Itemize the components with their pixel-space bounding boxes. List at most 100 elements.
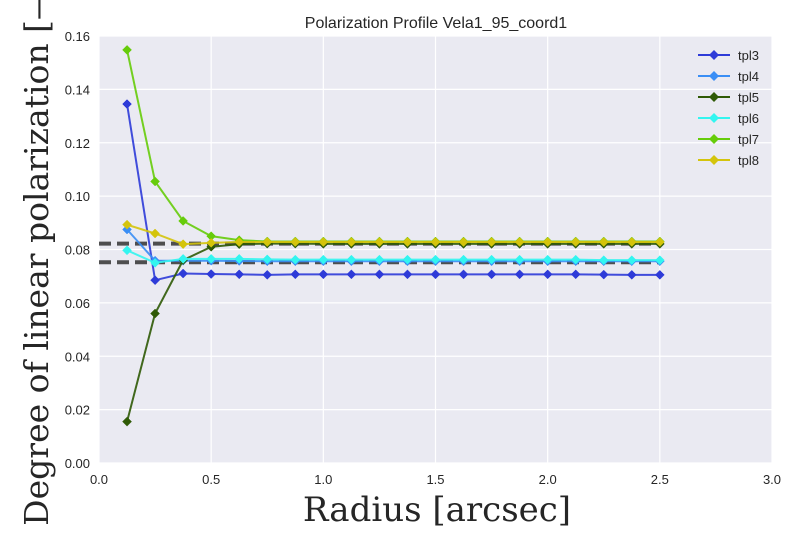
legend-marker-tpl6 [709,113,719,123]
data-point-tpl3 [374,269,385,280]
data-point-tpl3 [150,275,160,286]
data-point-tpl6 [626,255,637,266]
y-axis-label: Degree of linear polarization [—] [17,0,56,526]
x-tick-label: 1.0 [314,472,332,487]
legend-label-tpl4: tpl4 [738,69,759,84]
legend-label-tpl5: tpl5 [738,90,759,105]
legend-marker-tpl8 [709,155,719,165]
legend-label-tpl8: tpl8 [738,153,759,168]
legend-marker-tpl5 [709,92,719,102]
chart-title: Polarization Profile Vela1_95_coord1 [305,15,568,32]
data-point-tpl6 [206,253,217,264]
series-layer [122,45,665,427]
data-point-tpl8 [430,237,441,247]
data-point-tpl3 [626,269,637,280]
data-point-tpl8 [262,237,273,247]
data-point-tpl8 [514,237,525,247]
data-point-tpl6 [598,255,609,266]
data-point-tpl3 [458,269,469,280]
data-point-tpl3 [486,269,497,280]
y-tick-label: 0.04 [65,349,90,364]
data-point-tpl6 [654,255,665,266]
data-point-tpl8 [654,237,665,247]
data-point-tpl3 [206,269,217,279]
y-tick-label: 0.08 [65,243,90,258]
y-tick-label: 0.00 [65,456,90,471]
legend-marker-tpl3 [709,50,719,60]
legend-marker-tpl7 [709,134,719,144]
y-tick-label: 0.02 [65,403,90,418]
x-tick-label: 2.0 [539,472,557,487]
data-point-tpl6 [402,254,413,265]
data-point-tpl6 [458,254,469,265]
y-tick-label: 0.10 [65,189,90,204]
grid [98,35,773,464]
data-point-tpl7 [122,45,132,55]
data-point-tpl8 [598,237,609,247]
data-point-tpl6 [542,254,553,265]
data-point-tpl3 [318,269,329,280]
y-tick-label: 0.06 [65,296,90,311]
data-point-tpl3 [290,269,301,280]
data-point-tpl7 [150,176,160,187]
data-point-tpl3 [346,269,357,280]
y-tick-label: 0.14 [65,82,90,97]
data-point-tpl3 [542,269,553,280]
data-point-tpl8 [402,237,413,247]
data-point-tpl8 [206,237,217,248]
x-axis-label: Radius [arcsec] [303,490,571,530]
x-tick-label: 0.5 [202,472,220,487]
data-point-tpl3 [570,269,581,280]
data-point-tpl3 [430,269,441,280]
x-tick-label: 1.5 [426,472,444,487]
legend-label-tpl3: tpl3 [738,48,759,63]
data-point-tpl7 [178,216,188,226]
data-point-tpl3 [234,269,245,280]
data-point-tpl6 [150,257,160,268]
data-point-tpl6 [290,254,301,265]
data-point-tpl8 [570,237,581,247]
x-tick-label: 0.0 [90,472,108,487]
legend: tpl3 tpl4 tpl5 tpl6 tpl7 tpl8 [698,48,759,168]
data-point-tpl8 [626,237,637,247]
data-point-tpl3 [402,269,413,280]
data-point-tpl5 [150,308,160,319]
series-tpl8 [122,219,665,250]
legend-marker-tpl4 [709,71,719,81]
data-point-tpl8 [374,237,385,247]
data-point-tpl6 [262,254,273,265]
data-point-tpl6 [570,254,581,265]
data-point-tpl6 [122,245,132,256]
data-point-tpl8 [290,237,301,247]
legend-label-tpl6: tpl6 [738,111,759,126]
legend-label-tpl7: tpl7 [738,132,759,147]
data-point-tpl3 [122,99,132,109]
data-point-tpl8 [150,228,160,239]
series-tpl6 [122,245,665,268]
data-point-tpl8 [122,219,132,230]
data-point-tpl8 [178,239,188,250]
y-tick-label: 0.12 [65,136,90,151]
data-point-tpl6 [318,254,329,265]
data-point-tpl8 [234,237,245,247]
data-point-tpl6 [486,254,497,265]
data-point-tpl3 [654,269,665,280]
data-point-tpl6 [346,254,357,265]
data-point-tpl8 [458,237,469,247]
series-tpl3 [122,99,665,286]
y-tick-label: 0.16 [65,29,90,44]
data-point-tpl3 [598,269,609,280]
data-point-tpl5 [122,416,132,427]
data-point-tpl8 [486,237,497,247]
data-point-tpl6 [514,254,525,265]
data-point-tpl3 [178,268,188,279]
data-point-tpl8 [542,237,553,247]
data-point-tpl8 [346,237,357,247]
tick-labels: 0.0 0.5 1.0 1.5 2.0 2.5 3.0 0.00 0.02 0.04 0.06 0.0… [65,29,781,487]
data-point-tpl3 [514,269,525,280]
x-tick-label: 2.5 [651,472,669,487]
data-point-tpl8 [318,237,329,247]
data-point-tpl6 [234,253,245,264]
data-point-tpl6 [178,253,188,264]
